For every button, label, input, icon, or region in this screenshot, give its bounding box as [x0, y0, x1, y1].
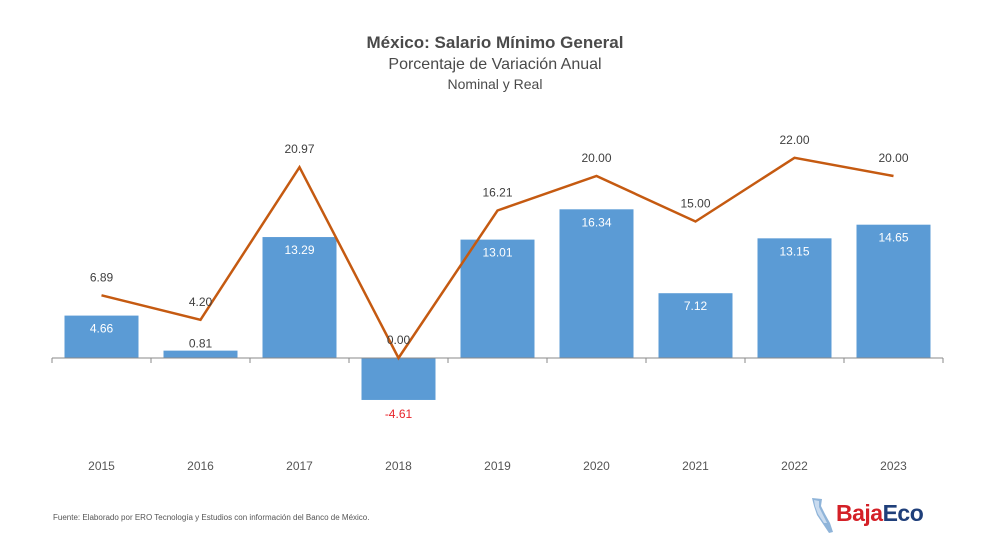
x-tick-label-2022: 2022 [781, 459, 808, 473]
logo-text: BajaEco [836, 500, 924, 527]
bar-label-2019: 13.01 [482, 246, 512, 260]
line-series [101, 156, 894, 361]
line-label-2021: 15.00 [680, 197, 710, 211]
line-label-2023: 20.00 [878, 151, 908, 165]
line-label-2020: 20.00 [581, 151, 611, 165]
bar-2023 [856, 224, 931, 358]
logo-text-baja: Baja [836, 500, 883, 526]
bar-2015 [64, 315, 139, 358]
x-tick-label-2020: 2020 [583, 459, 610, 473]
bar-2021 [658, 293, 733, 358]
chart-subtitle: Porcentaje de Variación Anual [388, 56, 601, 73]
bar-2022 [757, 238, 832, 358]
x-tick-label-2023: 2023 [880, 459, 907, 473]
bar-label-2015: 4.66 [90, 322, 114, 336]
x-tick-label-2019: 2019 [484, 459, 511, 473]
bar-label-2018: -4.61 [385, 407, 413, 421]
bar-2018 [361, 358, 436, 400]
line-label-2016: 4.20 [189, 295, 213, 309]
line-label-2018: 0.00 [387, 333, 411, 347]
bar-2020 [559, 209, 634, 358]
source-note: Fuente: Elaborado por ERO Tecnología y E… [53, 513, 370, 522]
bar-label-2023: 14.65 [878, 231, 908, 245]
chart-subtitle-secondary: Nominal y Real [448, 76, 543, 92]
logo-text-eco: Eco [882, 500, 924, 526]
x-tick-label-2015: 2015 [88, 459, 115, 473]
bar-label-2022: 13.15 [779, 244, 809, 258]
x-tick-label-2016: 2016 [187, 459, 214, 473]
x-tick-label-2018: 2018 [385, 459, 412, 473]
line-label-2015: 6.89 [90, 270, 114, 284]
bar-label-2016: 0.81 [189, 337, 213, 351]
bar-label-2017: 13.29 [284, 243, 314, 257]
x-tick-label-2017: 2017 [286, 459, 313, 473]
bar-label-2021: 7.12 [684, 299, 708, 313]
line-label-2017: 20.97 [284, 142, 314, 156]
plot-area: 4.66 0.81 13.29 -4.61 13.01 16.34 7.12 13.15 14.… [51, 133, 944, 473]
bar-label-2020: 16.34 [581, 215, 611, 229]
bar-2017 [262, 237, 337, 358]
x-tick-label-2021: 2021 [682, 459, 709, 473]
bar-2019 [460, 239, 535, 358]
line-label-2022: 22.00 [779, 133, 809, 147]
bajaeco-logo: BajaEco [808, 496, 948, 536]
baja-california-map-icon [812, 498, 833, 533]
bar-2016 [163, 350, 238, 358]
chart-title: México: Salario Mínimo General [367, 33, 624, 52]
line-label-2019: 16.21 [482, 185, 512, 199]
